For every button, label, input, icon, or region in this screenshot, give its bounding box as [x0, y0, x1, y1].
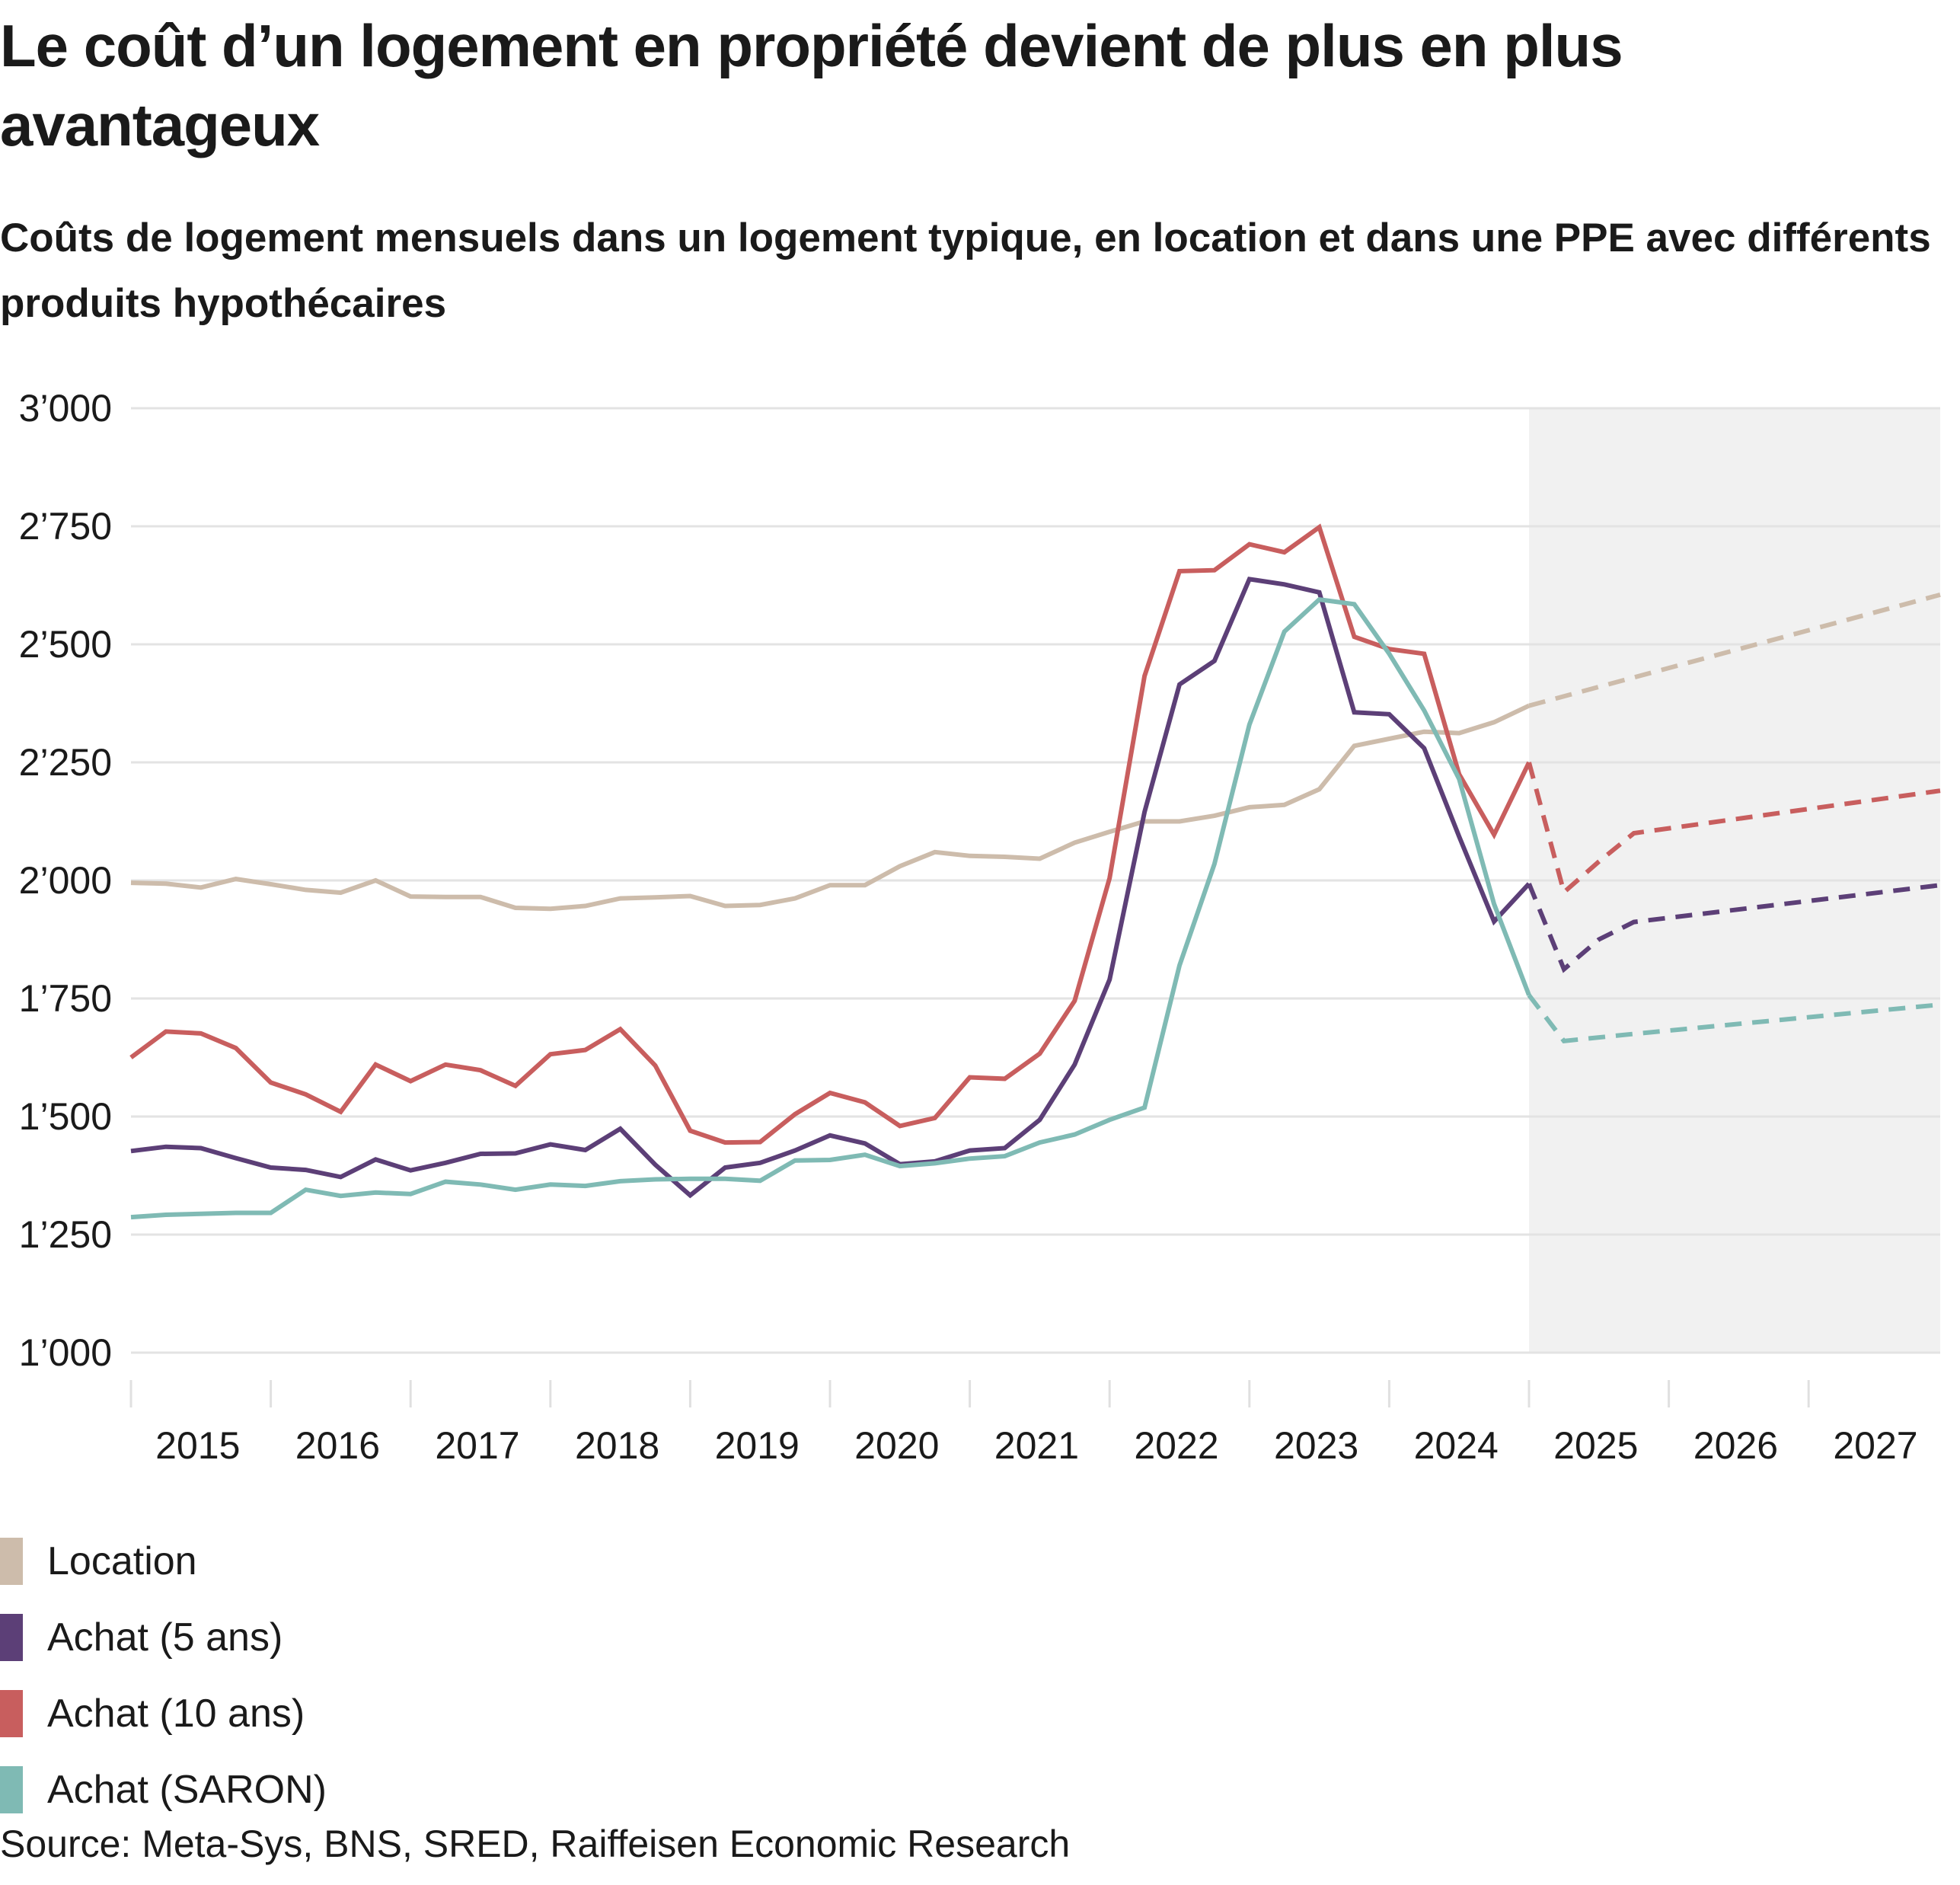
series-lines: [129, 523, 1941, 1220]
legend-swatch: [0, 1690, 23, 1737]
x-tick-label: 2025: [1553, 1424, 1638, 1467]
legend-item-location: Location: [0, 1523, 327, 1599]
series-line-achat-saron: [130, 596, 1531, 1220]
y-tick-label: 3’000: [19, 387, 112, 430]
x-tick-label: 2026: [1693, 1424, 1778, 1467]
forecast-line-achat-10-ans: [1527, 762, 1941, 896]
y-tick-label: 1’250: [19, 1213, 112, 1256]
chart-title: Le coût d’un logement en propriété devie…: [0, 12, 1623, 158]
x-tick-label: 2022: [1134, 1424, 1218, 1467]
legend-label: Achat (SARON): [47, 1768, 327, 1812]
legend-label: Location: [47, 1539, 197, 1583]
y-tick-label: 1’500: [19, 1095, 112, 1138]
series-line-location: [130, 703, 1531, 912]
gridlines: [131, 407, 1940, 1354]
y-axis: 1’000 1’250 1’500 1’750 2’000 2’250 2’500 2’750…: [19, 387, 112, 1374]
line-chart: 1’000 1’250 1’500 1’750 2’000 2’250 2’500 2’750…: [19, 387, 1941, 1467]
legend-swatch: [0, 1538, 23, 1585]
series-line-achat-10-ans: [129, 523, 1531, 1145]
y-tick-label: 2’000: [19, 859, 112, 902]
x-tick-label: 2020: [854, 1424, 939, 1467]
legend: Location Achat (5 ans) Achat (10 ans) Ac…: [0, 1523, 327, 1828]
legend-swatch: [0, 1766, 23, 1813]
legend-item-achat-5-ans: Achat (5 ans): [0, 1599, 327, 1676]
chart-subtitle: Coûts de logement mensuels dans un logem…: [0, 216, 1931, 326]
source-note: Source: Meta-Sys, BNS, SRED, Raiffeisen …: [0, 1823, 1071, 1865]
x-tick-label: 2015: [155, 1424, 240, 1467]
legend-label: Achat (5 ans): [47, 1615, 283, 1660]
forecast-line-achat-saron: [1527, 993, 1941, 1043]
x-tick-label: 2024: [1414, 1424, 1499, 1467]
x-tick-label: 2027: [1833, 1424, 1917, 1467]
x-tick-label: 2021: [994, 1424, 1079, 1467]
y-tick-label: 1’750: [19, 977, 112, 1020]
x-axis: 2015 2016 2017 2018 2019 2020 2021 2022 2023 2024…: [129, 1380, 1918, 1467]
forecast-line-location: [1528, 593, 1941, 708]
series-line-achat-5-ans: [130, 577, 1531, 1199]
x-tick-label: 2016: [295, 1424, 380, 1467]
legend-item-achat-10-ans: Achat (10 ans): [0, 1676, 327, 1752]
x-tick-label: 2018: [575, 1424, 659, 1467]
legend-label: Achat (10 ans): [47, 1692, 305, 1736]
y-tick-label: 2’500: [19, 623, 112, 666]
legend-swatch: [0, 1614, 23, 1661]
y-tick-label: 1’000: [19, 1331, 112, 1374]
x-tick-label: 2023: [1274, 1424, 1358, 1467]
x-tick-label: 2019: [715, 1424, 800, 1467]
x-tick-label: 2017: [435, 1424, 519, 1467]
y-tick-label: 2’250: [19, 741, 112, 784]
y-tick-label: 2’750: [19, 505, 112, 548]
legend-item-achat-saron: Achat (SARON): [0, 1752, 327, 1828]
forecast-line-achat-5-ans: [1527, 883, 1941, 973]
